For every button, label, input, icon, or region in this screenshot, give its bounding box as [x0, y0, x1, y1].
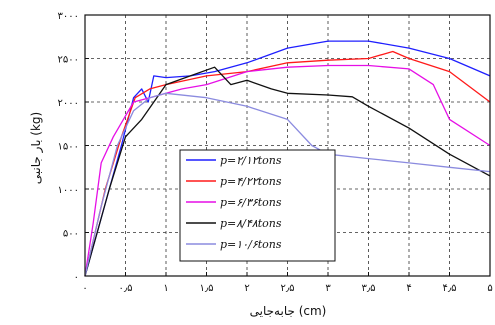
y-tick-label: ۱۵۰۰	[58, 142, 79, 153]
x-axis-title: جابه‌جایی (cm)	[250, 304, 327, 318]
x-tick-label: ۲	[244, 283, 249, 294]
y-tick-label: ۵۰۰	[63, 229, 79, 240]
series-lines	[84, 40, 491, 277]
axes: ۰ ۰٫۵ ۱ ۱٫۵ ۲ ۲٫۵ ۳ ۳٫۵ ۴ ۴٫۵ ۵ ۰ ۵۰۰ ۱۰۰۰ ۱۵۰۰ ۲۰۰۰ ۲۵۰…	[58, 11, 493, 294]
series-line-3	[84, 64, 491, 277]
x-tick-label: ۳	[325, 283, 331, 294]
series-line-1	[84, 40, 491, 277]
x-tick-label: ۴	[406, 283, 411, 294]
x-tick-label: ۰٫۵	[119, 283, 133, 294]
y-tick-label: ۲۵۰۰	[58, 55, 79, 66]
y-tick-label: ۱۰۰۰	[58, 185, 79, 196]
legend-label-1: p=۲/۱۲tons	[220, 154, 282, 167]
x-tick-label: ۲٫۵	[281, 283, 295, 294]
y-tick-label: ۰	[74, 272, 79, 283]
y-axis-title: بار جانبی (kg)	[29, 112, 44, 184]
series-line-4	[84, 66, 491, 277]
legend-box	[179, 149, 336, 262]
x-tick-label: ۱	[163, 283, 168, 294]
series-line-5	[84, 92, 491, 277]
legend-label-5: p=۱۰/۶tons	[220, 238, 282, 251]
legend-label-4: p=۸/۴۸tons	[220, 217, 282, 230]
y-tick-label: ۳۰۰۰	[58, 11, 79, 22]
legend: p=۲/۱۲tons p=۴/۲۲tons p=۶/۳۶tons p=۸/۴۸tons…	[179, 149, 336, 262]
x-tick-label: ۱٫۵	[200, 283, 214, 294]
y-tick-label: ۲۰۰۰	[58, 98, 79, 109]
legend-label-2: p=۴/۲۲tons	[220, 175, 282, 188]
x-tick-label: ۴٫۵	[443, 283, 457, 294]
legend-label-3: p=۶/۳۶tons	[220, 196, 282, 209]
x-tick-label: ۰	[82, 283, 87, 294]
x-tick-label: ۵	[487, 283, 492, 294]
x-tick-label: ۳٫۵	[362, 283, 376, 294]
